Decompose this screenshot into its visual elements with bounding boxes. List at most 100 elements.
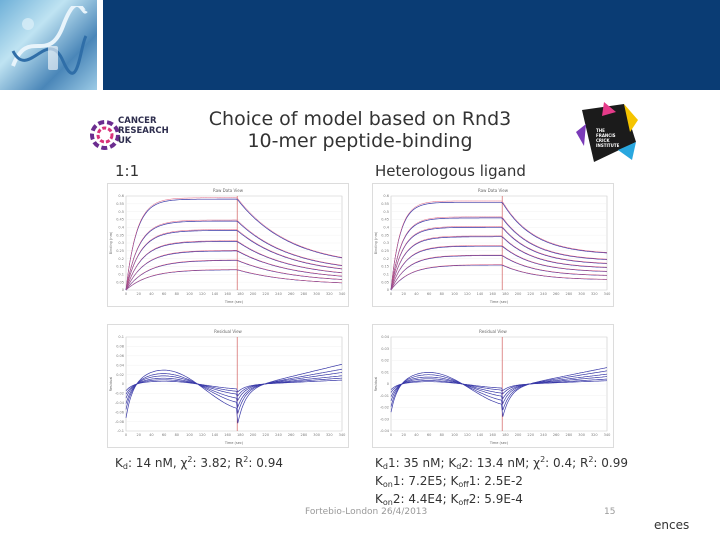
series-line-c5 — [390, 245, 607, 291]
x-tick-label: 240 — [275, 292, 282, 296]
x-tick-label: 100 — [186, 292, 193, 296]
series-line-c1 — [125, 198, 343, 291]
y-axis-label: Residual — [109, 377, 113, 392]
y-tick-label: 0.45 — [381, 218, 389, 222]
y-tick-label: -0.08 — [115, 420, 124, 424]
chart-panel-heterologous-residual: Residual View -0.04 -0.03 -0.02 -0.01 0 0.01 0.… — [372, 324, 614, 448]
x-tick-label: 340 — [339, 292, 346, 296]
x-tick-label: 120 — [464, 292, 471, 296]
series-line-c6 — [390, 255, 608, 291]
y-tick-label: -0.02 — [115, 392, 124, 396]
y-tick-label: -0.1 — [117, 429, 124, 433]
fit-line-c6 — [390, 254, 607, 291]
y-tick-label: -0.03 — [380, 417, 389, 421]
fit-line-c6 — [125, 259, 343, 291]
series-line-c4 — [390, 236, 607, 291]
chart-title: Residual View — [479, 329, 507, 334]
fit-line-c4 — [125, 240, 343, 291]
slide-footer: Fortebio-London 26/4/2013 — [305, 507, 428, 517]
fit-line-c4 — [390, 235, 608, 291]
chart-1-1-residuals: Residual View -0.1 -0.08 -0.06 -0.04 -0.02 0 0.… — [109, 329, 346, 445]
series-line-c1 — [390, 201, 608, 291]
chart-title: Raw Data View — [213, 188, 244, 193]
y-axis-label: Residual — [374, 377, 378, 392]
y-tick-label: 0.2 — [118, 257, 124, 261]
y-tick-label: 0.04 — [381, 335, 390, 339]
y-tick-label: 0.35 — [116, 233, 124, 237]
x-tick-label: 40 — [149, 433, 153, 437]
x-tick-label: 320 — [326, 292, 333, 296]
x-tick-label: 140 — [477, 292, 484, 296]
y-tick-label: -0.01 — [380, 394, 389, 398]
x-tick-label: 0 — [125, 292, 127, 296]
x-tick-label: 280 — [301, 292, 308, 296]
x-tick-label: 240 — [540, 433, 547, 437]
y-tick-label: 0.01 — [381, 370, 389, 374]
x-tick-label: 200 — [250, 433, 257, 437]
cruk-emblem-icon — [90, 120, 120, 150]
y-tick-label: 0.15 — [381, 265, 389, 269]
x-tick-label: 100 — [451, 433, 458, 437]
x-tick-label: 80 — [440, 433, 444, 437]
x-tick-label: 260 — [288, 433, 295, 437]
caption-1-1-fit: Kd: 14 nM, χ2: 3.82; R2: 0.94 — [115, 455, 283, 471]
series-line-r4 — [125, 375, 343, 402]
x-tick-label: 320 — [591, 433, 598, 437]
francis-crick-institute-logo: THE FRANCIS CRICK INSTITUTE — [574, 102, 640, 164]
y-tick-label: 0.2 — [383, 257, 389, 261]
y-tick-label: 0.4 — [118, 226, 124, 230]
y-tick-label: -0.02 — [380, 406, 389, 410]
y-tick-label: 0 — [122, 288, 124, 292]
y-tick-label: 0.55 — [381, 202, 389, 206]
x-tick-label: 220 — [527, 433, 534, 437]
header-banner — [0, 0, 720, 90]
x-tick-label: 300 — [578, 433, 585, 437]
fit-line-c5 — [125, 250, 343, 291]
series-line-r1 — [125, 363, 343, 424]
x-tick-label: 340 — [604, 292, 611, 296]
x-tick-label: 340 — [339, 433, 346, 437]
y-tick-label: 0.35 — [381, 233, 389, 237]
y-tick-label: 0.4 — [383, 226, 389, 230]
x-tick-label: 160 — [489, 292, 496, 296]
x-tick-label: 260 — [288, 292, 295, 296]
cancer-research-uk-logo: CANCER RESEARCH UK — [88, 114, 169, 158]
fit-line-c2 — [390, 216, 607, 291]
x-tick-label: 260 — [553, 292, 560, 296]
series-line-c2 — [125, 220, 343, 291]
y-tick-label: 0.1 — [383, 273, 389, 277]
series-line-r4 — [390, 376, 608, 400]
chart-1-1-raw-data: Raw Data View 0 0.05 0.1 0.15 0.2 0.25 0.3 0.35 0… — [109, 188, 346, 304]
x-axis-label: Time (sec) — [224, 441, 244, 445]
x-tick-label: 0 — [390, 292, 392, 296]
y-tick-label: 0 — [387, 288, 389, 292]
x-tick-label: 340 — [604, 433, 611, 437]
y-tick-label: 0.1 — [118, 273, 124, 277]
chart-title: Residual View — [214, 329, 242, 334]
x-tick-label: 220 — [262, 433, 269, 437]
x-tick-label: 320 — [326, 433, 333, 437]
caption-heterologous-fit: Kd1: 35 nM; Kd2: 13.4 nM; χ2: 0.4; R2: 0… — [375, 452, 628, 510]
x-tick-label: 240 — [275, 433, 282, 437]
y-tick-label: 0.6 — [118, 194, 124, 198]
x-tick-label: 120 — [464, 433, 471, 437]
x-tick-label: 100 — [451, 292, 458, 296]
x-tick-label: 60 — [162, 433, 166, 437]
x-tick-label: 300 — [313, 433, 320, 437]
x-tick-label: 100 — [186, 433, 193, 437]
x-tick-label: 140 — [477, 433, 484, 437]
x-tick-label: 280 — [566, 433, 573, 437]
x-tick-label: 180 — [237, 292, 244, 296]
dna-helix-icon — [11, 6, 88, 75]
dna-helix-image — [0, 0, 97, 90]
series-line-r5 — [125, 377, 343, 397]
y-tick-label: 0.3 — [383, 241, 389, 245]
chart-heterologous-residuals: Residual View -0.04 -0.03 -0.02 -0.01 0 0.01 0.… — [374, 329, 611, 445]
y-axis-label: Binding (nm) — [109, 231, 113, 254]
x-axis-label: Time (sec) — [489, 441, 509, 445]
y-tick-label: 0.55 — [116, 202, 124, 206]
title-line-2: 10-mer peptide-binding — [247, 130, 473, 152]
caption-line-rates-2: Kon2: 4.4E4; Koff2: 5.9E-4 — [375, 492, 523, 507]
x-tick-label: 200 — [250, 292, 257, 296]
x-tick-label: 140 — [212, 292, 219, 296]
